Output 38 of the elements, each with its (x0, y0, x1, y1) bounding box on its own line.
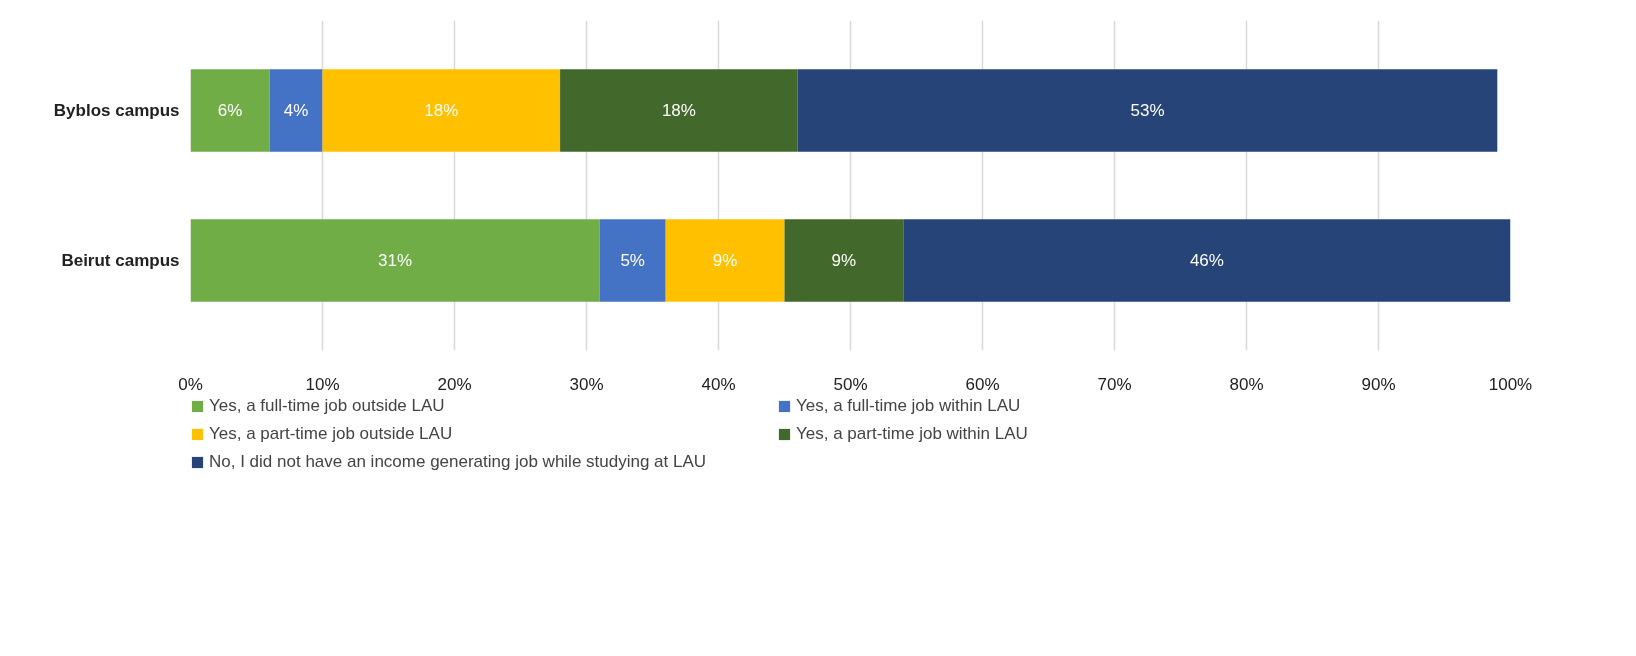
y-tick-label: Beirut campus (61, 251, 180, 270)
text: 4% (283, 101, 309, 120)
legend-label: No, I did not have an income generating job while studying at LAU (209, 452, 708, 472)
bar (599, 219, 666, 302)
legend-label: Yes, a part-time job within LAU (796, 424, 1029, 444)
x-tick-label: 0% (178, 374, 203, 394)
bar (665, 219, 785, 302)
text: 18% (424, 101, 459, 120)
x-tick-label: 80% (1229, 374, 1264, 394)
text: 31% (378, 251, 413, 270)
legend-label: Yes, a full-time job outside LAU (209, 396, 446, 416)
x-tick-label: 70% (1097, 374, 1132, 394)
legend-label: Yes, a full-time job within LAU (796, 396, 1022, 416)
bar (190, 219, 600, 302)
bar (784, 219, 904, 302)
text: 9% (712, 251, 738, 270)
bar (322, 69, 561, 152)
text: 6% (217, 101, 243, 120)
text: 53% (1130, 101, 1165, 120)
text: 5% (620, 251, 645, 270)
text: 46% (1189, 251, 1224, 270)
bar (903, 219, 1511, 302)
bar (269, 69, 323, 152)
x-tick-label: 20% (437, 374, 472, 394)
y-tick-label: Byblos campus (53, 101, 180, 120)
legend-label: Yes, a part-time job outside LAU (209, 424, 454, 444)
x-tick-label: 40% (701, 374, 736, 394)
x-tick-label: 30% (569, 374, 604, 394)
bar (560, 69, 798, 152)
x-tick-label: 10% (305, 374, 340, 394)
bar (190, 69, 270, 152)
x-tick-label: 90% (1361, 374, 1396, 394)
x-tick-label: 100% (1488, 374, 1533, 394)
text: 18% (661, 101, 696, 120)
x-tick-label: 60% (965, 374, 1000, 394)
text: 9% (831, 251, 857, 270)
x-tick-label: 50% (833, 374, 868, 394)
bar (797, 69, 1498, 152)
